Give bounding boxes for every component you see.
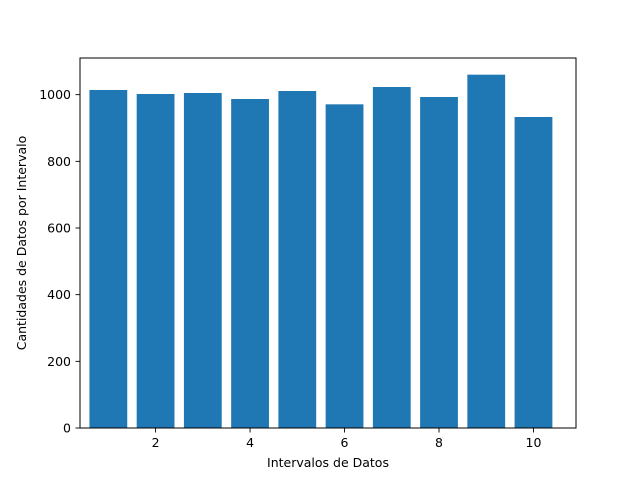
- x-tick-label-8: 8: [435, 435, 443, 450]
- y-axis-label: Cantidades de Datos por Intervalo: [14, 136, 29, 351]
- bar-5: [278, 91, 317, 428]
- bar-8: [420, 97, 458, 428]
- y-tick-label-1000: 1000: [39, 87, 71, 102]
- bar-7: [372, 87, 411, 428]
- x-axis-label: Intervalos de Datos: [267, 455, 389, 470]
- bar-3: [183, 93, 222, 428]
- bar-1: [89, 90, 128, 428]
- bar-4: [231, 99, 269, 428]
- y-tick-label-600: 600: [47, 221, 71, 236]
- bar-9: [467, 74, 506, 429]
- bars-group: [89, 74, 553, 429]
- x-tick-label-4: 4: [246, 435, 254, 450]
- y-axis-ticks: 0 200 400 600 800 1000: [39, 87, 80, 436]
- bar-10: [514, 117, 553, 428]
- y-tick-label-400: 400: [47, 287, 71, 302]
- bar-6: [325, 104, 364, 428]
- x-tick-label-10: 10: [526, 435, 542, 450]
- x-axis-ticks: 2 4 6 8 10: [152, 428, 542, 450]
- y-tick-label-200: 200: [47, 354, 71, 369]
- x-tick-label-2: 2: [152, 435, 160, 450]
- bar-2: [136, 94, 175, 428]
- plot-frame: [79, 57, 577, 429]
- y-tick-label-0: 0: [63, 421, 71, 436]
- y-tick-label-800: 800: [47, 154, 71, 169]
- x-tick-label-6: 6: [341, 435, 349, 450]
